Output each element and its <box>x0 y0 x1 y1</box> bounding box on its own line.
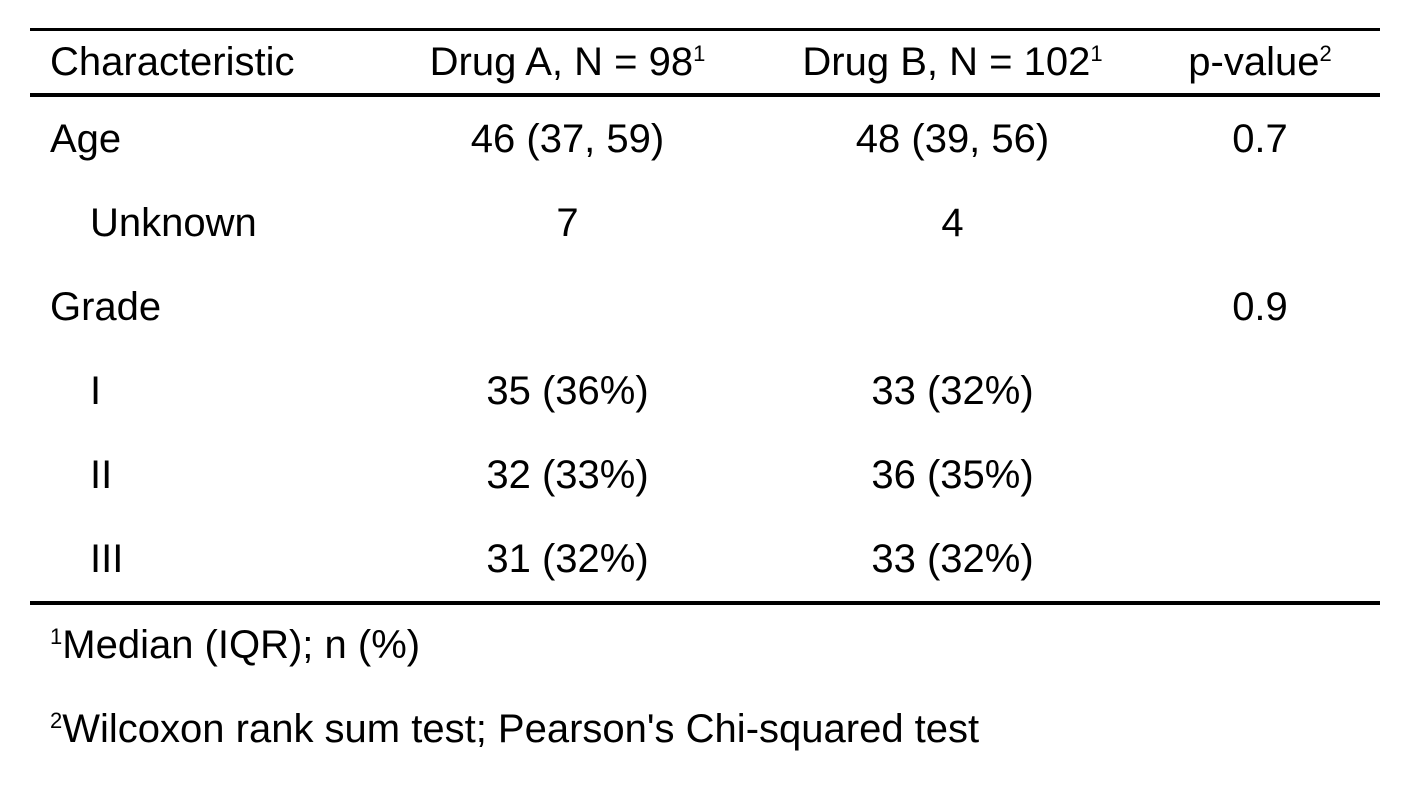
cell-drug-a: 7 <box>556 200 579 245</box>
footnote-text: Wilcoxon rank sum test; Pearson's Chi-sq… <box>62 707 980 751</box>
footnote-marker: 1 <box>693 40 706 66</box>
row-label: Unknown <box>90 200 257 245</box>
header-drug-b: Drug B, N = 1021 <box>802 39 1103 84</box>
row-label: I <box>90 368 102 413</box>
table-header: Characteristic Drug A, N = 981 Drug B, N… <box>30 29 1380 95</box>
cell-drug-b: 33 (32%) <box>871 368 1034 413</box>
row-label: III <box>90 536 124 581</box>
footnote-marker: 2 <box>1319 40 1332 66</box>
row-label: Age <box>50 116 122 161</box>
cell-p-value <box>1140 181 1380 265</box>
cell-drug-b: 4 <box>941 200 964 245</box>
cell-drug-a: 46 (37, 59) <box>470 116 665 161</box>
header-characteristic: Characteristic <box>50 39 295 84</box>
cell-drug-a <box>370 265 765 349</box>
table-body: Age 46 (37, 59) 48 (39, 56) 0.7 Unknown … <box>30 95 1380 603</box>
cell-p-value <box>1140 517 1380 603</box>
summary-table-container: Characteristic Drug A, N = 981 Drug B, N… <box>30 28 1380 605</box>
footnote-marker: 1 <box>50 624 63 649</box>
table-footnotes: 1Median (IQR); n (%) 2Wilcoxon rank sum … <box>50 608 979 776</box>
table-row: I 35 (36%) 33 (32%) <box>30 349 1380 433</box>
table-row: Age 46 (37, 59) 48 (39, 56) 0.7 <box>30 95 1380 181</box>
table-row: II 32 (33%) 36 (35%) <box>30 433 1380 517</box>
row-label: Grade <box>50 284 162 329</box>
cell-drug-b: 36 (35%) <box>871 452 1034 497</box>
header-row: Characteristic Drug A, N = 981 Drug B, N… <box>30 29 1380 95</box>
footnote: 1Median (IQR); n (%) <box>50 608 979 692</box>
cell-p-value <box>1140 433 1380 517</box>
footnote-marker: 2 <box>50 708 63 733</box>
table-row: Unknown 7 4 <box>30 181 1380 265</box>
header-p-value: p-value2 <box>1188 39 1332 84</box>
cell-p-value: 0.7 <box>1232 116 1288 161</box>
footnote-marker: 1 <box>1090 40 1103 66</box>
table-row: Grade 0.9 <box>30 265 1380 349</box>
cell-drug-b <box>765 265 1140 349</box>
cell-drug-b: 33 (32%) <box>871 536 1034 581</box>
footnote: 2Wilcoxon rank sum test; Pearson's Chi-s… <box>50 692 979 776</box>
cell-p-value: 0.9 <box>1232 284 1288 329</box>
table-row: III 31 (32%) 33 (32%) <box>30 517 1380 603</box>
header-drug-a: Drug A, N = 981 <box>429 39 706 84</box>
footnote-text: Median (IQR); n (%) <box>62 623 421 667</box>
cell-drug-a: 35 (36%) <box>486 368 649 413</box>
cell-drug-a: 32 (33%) <box>486 452 649 497</box>
row-label: II <box>90 452 113 497</box>
cell-p-value <box>1140 349 1380 433</box>
cell-drug-b: 48 (39, 56) <box>855 116 1050 161</box>
summary-table: Characteristic Drug A, N = 981 Drug B, N… <box>30 28 1380 605</box>
cell-drug-a: 31 (32%) <box>486 536 649 581</box>
